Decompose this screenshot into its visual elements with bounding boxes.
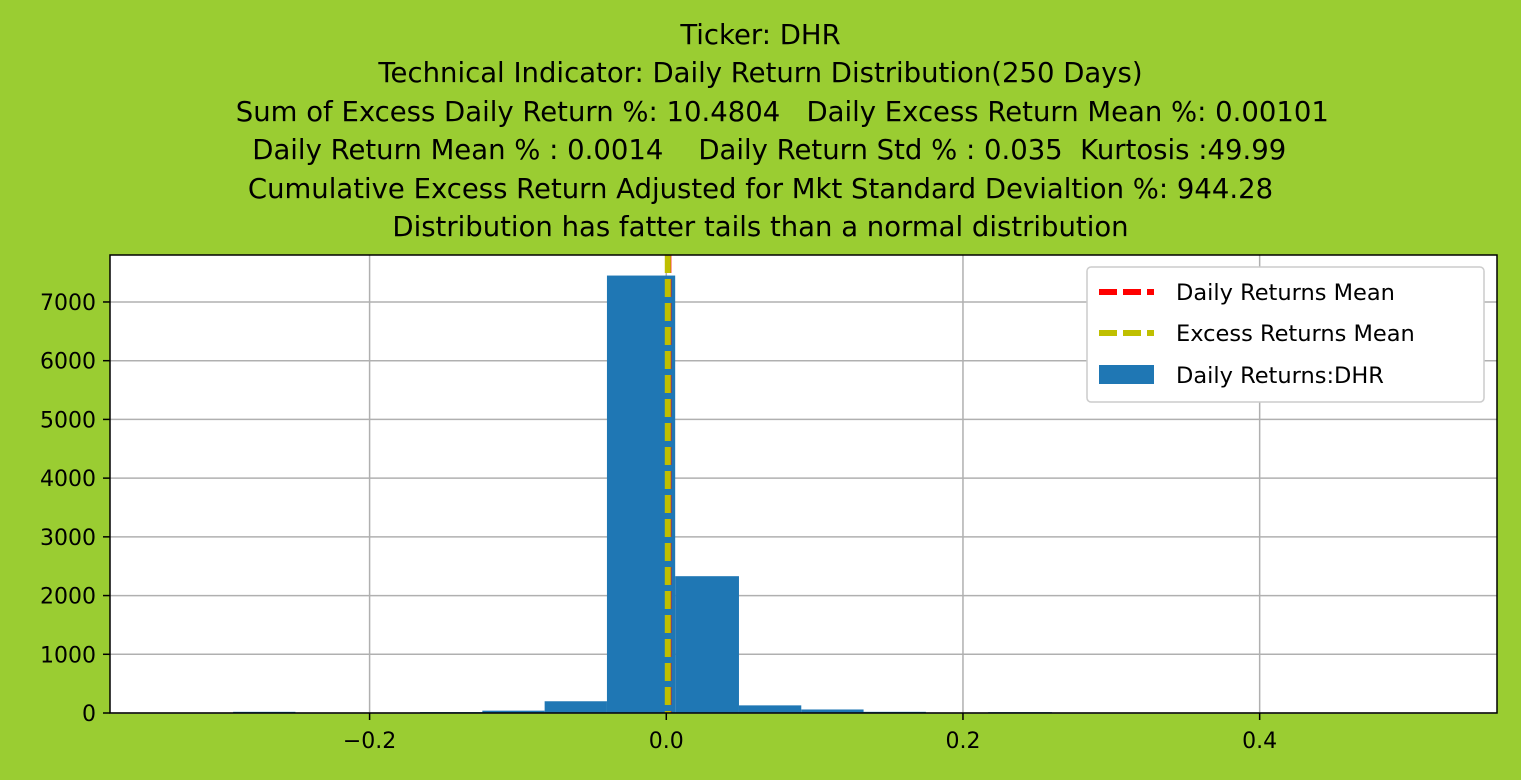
x-tick-label-1: 0.0 (649, 729, 684, 754)
title-line-excess-return: Sum of Excess Daily Return %: 10.4804 Da… (192, 95, 1329, 128)
y-tick-label-2: 2000 (40, 585, 96, 610)
title-line-cumulative: Cumulative Excess Return Adjusted for Mk… (247, 172, 1274, 205)
legend-label-daily-returns-mean: Daily Returns Mean (1176, 280, 1395, 306)
histogram-bar-7 (675, 576, 739, 713)
histogram-bar-4 (482, 710, 545, 713)
legend-label-histogram: Daily Returns:DHR (1176, 363, 1384, 389)
histogram-bars (233, 275, 1115, 713)
y-tick-label-1: 1000 (40, 643, 96, 668)
legend-label-excess-returns-mean: Excess Returns Mean (1176, 321, 1415, 347)
histogram-bar-9 (801, 709, 864, 713)
x-tick-label-2: 0.2 (945, 729, 980, 754)
mean-lines (664, 255, 672, 713)
title-line-distribution-note: Distribution has fatter tails than a nor… (392, 211, 1129, 244)
histogram-bar-6 (606, 275, 676, 713)
y-tick-label-7: 7000 (40, 291, 96, 316)
y-tick-label-4: 4000 (40, 467, 96, 492)
y-axis-ticks: 0 1000 2000 3000 4000 5000 6000 7000 (40, 291, 110, 727)
title-line-return-stats: Daily Return Mean % : 0.0014 Daily Retur… (234, 134, 1287, 167)
title-line-ticker: Ticker: DHR (680, 19, 841, 51)
legend-box (1086, 266, 1485, 403)
title-line-indicator: Technical Indicator: Daily Return Distri… (378, 57, 1143, 90)
y-tick-label-3: 3000 (40, 526, 96, 551)
chart-title: Ticker: DHR Technical Indicator: Daily R… (0, 16, 1521, 246)
y-tick-label-6: 6000 (40, 350, 96, 375)
histogram-bar-8 (738, 705, 802, 713)
legend-swatch-histogram (1099, 365, 1154, 384)
histogram-bar-5 (544, 701, 607, 713)
x-tick-label-0: −0.2 (343, 729, 396, 754)
y-tick-label-5: 5000 (40, 408, 96, 433)
x-tick-label-3: 0.4 (1242, 729, 1277, 754)
plot-frame (109, 254, 1498, 714)
x-axis-ticks: −0.2 0.0 0.2 0.4 (343, 713, 1277, 754)
y-tick-label-0: 0 (82, 702, 96, 727)
legend: Daily Returns Mean Excess Returns Mean D… (1086, 266, 1485, 403)
